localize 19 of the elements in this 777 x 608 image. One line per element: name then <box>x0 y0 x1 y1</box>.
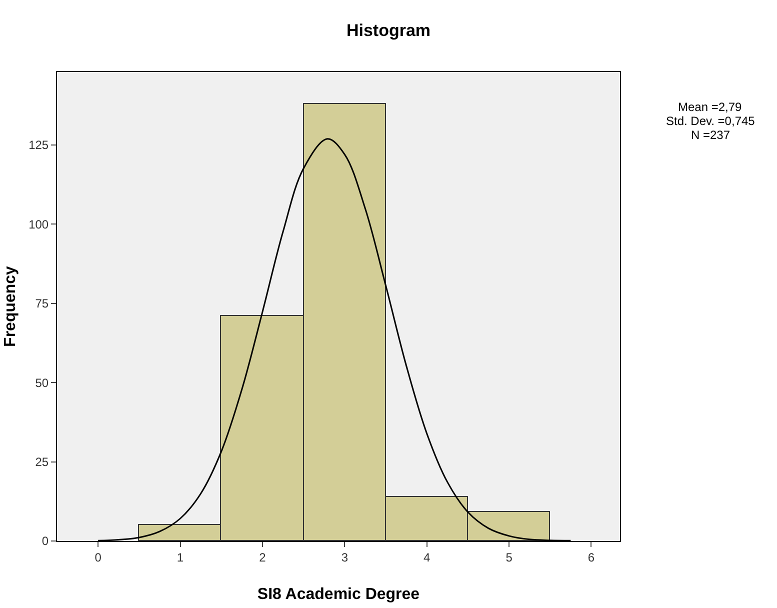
x-tick-label: 6 <box>588 550 595 564</box>
x-axis-title: SI8 Academic Degree <box>257 586 420 603</box>
text: Std. Dev. =0,745 <box>666 114 756 128</box>
chart-title: Histogram <box>346 21 431 40</box>
x-tick-label: 0 <box>94 550 102 564</box>
x-tick-label: 3 <box>341 550 348 564</box>
y-axis-title: Frequency <box>2 266 19 347</box>
y-tick-label: 0 <box>42 534 49 548</box>
x-tick-label: 2 <box>259 550 266 564</box>
y-tick-label: 25 <box>35 454 49 469</box>
y-tick-label: 75 <box>35 296 49 311</box>
x-tick-label: 4 <box>424 550 431 564</box>
text: Mean =2,79 <box>678 100 742 114</box>
y-tick-label: 125 <box>28 138 49 152</box>
y-tick-label: 50 <box>35 376 49 390</box>
y-tick-label: 100 <box>28 217 49 232</box>
x-tick-label: 5 <box>506 550 513 564</box>
x-tick-label: 1 <box>176 550 184 564</box>
text: N =237 <box>691 128 730 142</box>
